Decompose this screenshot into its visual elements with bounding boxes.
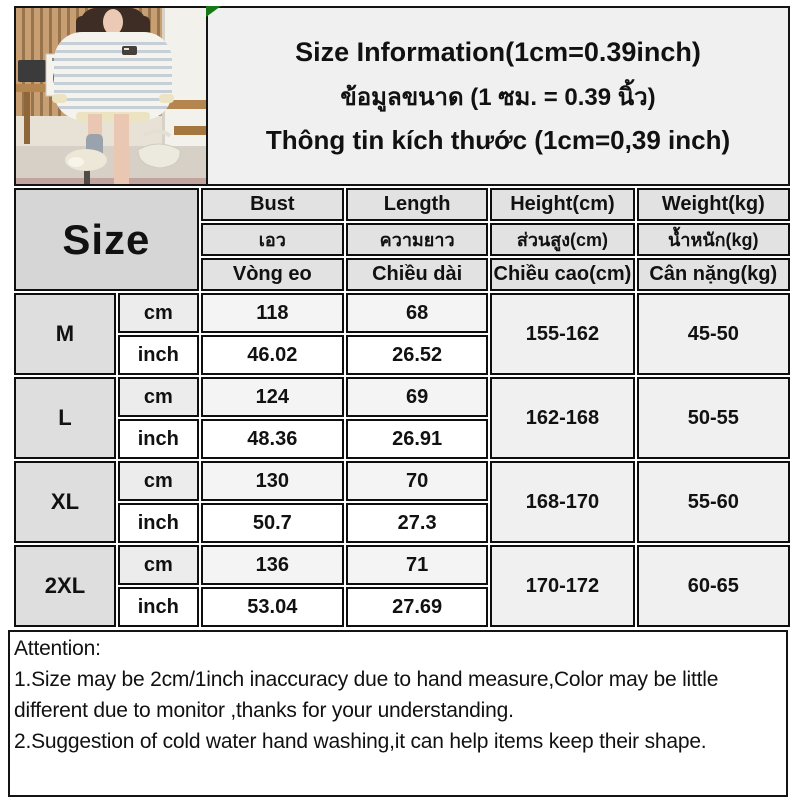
size-table: Size Bust Length Height(cm) Weight(kg) เ… bbox=[12, 186, 792, 629]
bust-l-inch: 48.36 bbox=[200, 419, 344, 459]
floor-strip bbox=[16, 178, 206, 184]
bust-l-cm: 124 bbox=[200, 377, 344, 417]
bust-m-cm: 118 bbox=[200, 293, 344, 333]
shelf-plank-top bbox=[166, 100, 206, 109]
cuff-right bbox=[159, 94, 174, 103]
table-row-xl-inch: inch 50.7 27.3 bbox=[14, 503, 790, 543]
header-weight-en: Weight(kg) bbox=[636, 188, 790, 221]
attention-box: Attention: 1.Size may be 2cm/1inch inacc… bbox=[8, 630, 788, 797]
title-panel: Size Information(1cm=0.39inch) ข้อมูลขนา… bbox=[206, 6, 790, 186]
header-length-th: ความยาว bbox=[345, 223, 489, 256]
size-label-2xl: 2XL bbox=[14, 545, 116, 627]
chest-logo bbox=[122, 46, 137, 55]
table-row-xl-cm: XL cm 130 70 168-170 55-60 bbox=[14, 461, 790, 543]
unit-inch: inch bbox=[117, 587, 199, 627]
height-xl: 168-170 bbox=[490, 461, 635, 543]
size-corner-cell: Size bbox=[14, 188, 199, 291]
title-vietnamese: Thông tin kích thước (1cm=0,39 inch) bbox=[265, 124, 731, 155]
stool-leg bbox=[84, 162, 90, 184]
header-height-vi: Chiều cao(cm) bbox=[490, 258, 635, 291]
header-length-en: Length bbox=[345, 188, 489, 221]
shelf-plank-bottom bbox=[174, 126, 206, 135]
table-row-l-inch: inch 48.36 26.91 bbox=[14, 419, 790, 459]
cuff-left bbox=[52, 94, 67, 103]
unit-inch: inch bbox=[117, 335, 199, 375]
unit-cm: cm bbox=[117, 293, 199, 333]
size-label-m: M bbox=[14, 293, 116, 375]
table-row-m-cm: M cm 118 68 155-162 45-50 bbox=[14, 293, 790, 375]
table-row-2xl-cm: 2XL cm 136 71 170-172 60-65 bbox=[14, 545, 790, 627]
length-xl-inch: 27.3 bbox=[345, 503, 489, 543]
title-english: Size Information(1cm=0.39inch) bbox=[295, 36, 701, 67]
length-l-cm: 69 bbox=[345, 377, 489, 417]
header-weight-th: น้ำหนัก(kg) bbox=[636, 223, 790, 256]
header-length-vi: Chiều dài bbox=[345, 258, 489, 291]
height-l: 162-168 bbox=[490, 377, 635, 459]
hem-band bbox=[76, 112, 150, 121]
unit-cm: cm bbox=[117, 545, 199, 585]
corner-fold-icon bbox=[206, 6, 221, 17]
bust-m-inch: 46.02 bbox=[200, 335, 344, 375]
weight-m: 45-50 bbox=[636, 293, 790, 375]
face bbox=[103, 9, 123, 35]
table-row-l-cm: L cm 124 69 162-168 50-55 bbox=[14, 377, 790, 459]
weight-l: 50-55 bbox=[636, 377, 790, 459]
header-height-th: ส่วนสูง(cm) bbox=[490, 223, 635, 256]
title-thai: ข้อมูลขนาด (1 ซม. = 0.39 นิ้ว) bbox=[340, 83, 656, 111]
unit-cm: cm bbox=[117, 461, 199, 501]
unit-cm: cm bbox=[117, 377, 199, 417]
table-row-2xl-inch: inch 53.04 27.69 bbox=[14, 587, 790, 627]
header-weight-vi: Cân nặng(kg) bbox=[636, 258, 790, 291]
size-label-xl: XL bbox=[14, 461, 116, 543]
printer bbox=[18, 60, 46, 82]
table-row-m-inch: inch 46.02 26.52 bbox=[14, 335, 790, 375]
weight-xl: 55-60 bbox=[636, 461, 790, 543]
bust-2xl-inch: 53.04 bbox=[200, 587, 344, 627]
length-2xl-cm: 71 bbox=[345, 545, 489, 585]
product-photo-illustration bbox=[16, 8, 206, 184]
length-2xl-inch: 27.69 bbox=[345, 587, 489, 627]
attention-note-1: 1.Size may be 2cm/1inch inaccuracy due t… bbox=[14, 668, 719, 722]
header-bust-en: Bust bbox=[200, 188, 344, 221]
bust-xl-cm: 130 bbox=[200, 461, 344, 501]
attention-note-2: 2.Suggestion of cold water hand washing,… bbox=[14, 730, 707, 753]
attention-heading: Attention: bbox=[14, 637, 101, 660]
header-height-en: Height(cm) bbox=[490, 188, 635, 221]
striped-sweatshirt bbox=[52, 32, 174, 121]
weight-2xl: 60-65 bbox=[636, 545, 790, 627]
model-figure bbox=[52, 8, 181, 184]
product-photo bbox=[14, 6, 208, 186]
length-m-cm: 68 bbox=[345, 293, 489, 333]
header-row-vietnamese: Vòng eo Chiều dài Chiều cao(cm) Cân nặng… bbox=[14, 258, 790, 291]
desk-leg bbox=[24, 92, 30, 144]
unit-inch: inch bbox=[117, 503, 199, 543]
length-xl-cm: 70 bbox=[345, 461, 489, 501]
height-2xl: 170-172 bbox=[490, 545, 635, 627]
header-bust-vi: Vòng eo bbox=[200, 258, 344, 291]
unit-inch: inch bbox=[117, 419, 199, 459]
length-m-inch: 26.52 bbox=[345, 335, 489, 375]
bust-2xl-cm: 136 bbox=[200, 545, 344, 585]
header-row-thai: เอว ความยาว ส่วนสูง(cm) น้ำหนัก(kg) bbox=[14, 223, 790, 256]
left-leg bbox=[88, 114, 102, 140]
header-bust-th: เอว bbox=[200, 223, 344, 256]
handbag bbox=[137, 129, 181, 169]
right-leg bbox=[114, 114, 129, 184]
header-row-english: Size Bust Length Height(cm) Weight(kg) bbox=[14, 188, 790, 291]
length-l-inch: 26.91 bbox=[345, 419, 489, 459]
height-m: 155-162 bbox=[490, 293, 635, 375]
size-label-l: L bbox=[14, 377, 116, 459]
bust-xl-inch: 50.7 bbox=[200, 503, 344, 543]
